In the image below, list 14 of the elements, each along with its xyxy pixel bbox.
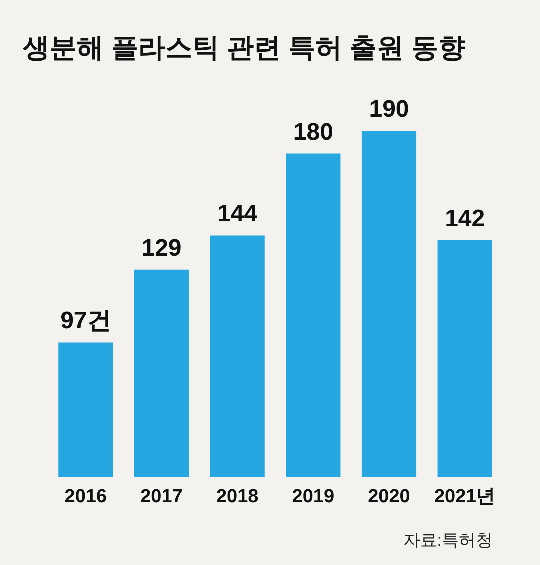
chart-title: 생분해 플라스틱 관련 특허 출원 동향	[22, 33, 466, 63]
x-tick-label: 2016	[64, 486, 108, 508]
x-tick-label: 2018	[216, 486, 259, 508]
data-label: 144	[218, 200, 258, 228]
data-label: 190	[369, 96, 410, 123]
data-label: 129	[142, 234, 182, 262]
text: 자료:특허청	[403, 531, 493, 550]
data-label: 180	[293, 118, 334, 146]
x-tick-label: 2021년	[434, 486, 496, 508]
data-label: 142	[445, 205, 486, 232]
x-tick-label: 2019	[292, 486, 335, 508]
x-tick-label: 2020	[368, 486, 410, 508]
x-tick-label: 2017	[140, 486, 183, 508]
data-label: 97건	[60, 308, 112, 335]
